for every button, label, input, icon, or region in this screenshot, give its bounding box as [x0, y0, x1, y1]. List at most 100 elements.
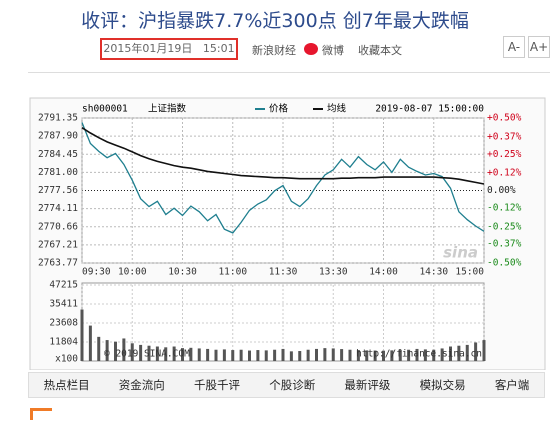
volume-bar — [139, 344, 143, 361]
volume-bar — [432, 349, 436, 361]
weibo[interactable]: 微博 — [322, 44, 344, 57]
y2-tick-label: -0.25% — [487, 221, 522, 232]
x-tick-label: 09:30 — [82, 267, 111, 278]
volume-bar — [189, 347, 193, 361]
volume-bar — [206, 348, 210, 361]
font-smaller[interactable]: A- — [503, 36, 525, 58]
price-line — [81, 122, 485, 234]
font-larger[interactable]: A+ — [528, 36, 550, 58]
volume-bar — [289, 351, 293, 361]
volume-bar — [264, 350, 268, 361]
x-tick-label: 10:30 — [168, 267, 197, 278]
y-tick-label: 2774.11 — [38, 203, 78, 214]
y-tick-label: 2767.21 — [38, 239, 78, 250]
y2-tick-label: -0.50% — [487, 258, 522, 269]
volume-bar — [172, 346, 176, 361]
volume-bar — [423, 349, 427, 361]
volume-unit: x100 — [55, 354, 78, 365]
volume-bar — [248, 350, 251, 361]
volume-bar — [331, 348, 335, 361]
chart: sh000001 上证指数 价格 均线 2019-08-07 15:00:00 2791.… — [29, 97, 546, 370]
volume-bar — [315, 348, 318, 361]
volume-bar — [122, 338, 126, 361]
nav-item[interactable]: 模拟交易 — [419, 378, 466, 392]
volume-bar — [440, 348, 444, 361]
volume-bar — [147, 345, 151, 361]
volume-bar — [474, 342, 478, 361]
y2-tick-label: +0.25% — [487, 149, 522, 160]
volume-bar — [449, 346, 452, 361]
source[interactable]: 新浪财经 — [252, 44, 296, 57]
price-line — [81, 127, 485, 185]
volume-bar — [214, 349, 218, 361]
y2-tick-label: -0.12% — [487, 202, 522, 213]
volume-bar — [373, 350, 377, 361]
volume-bar — [390, 350, 394, 361]
legend-label: 均线 — [327, 103, 347, 115]
volume-bar — [306, 349, 310, 361]
y-tick-label: 2781.00 — [38, 167, 78, 178]
y2-tick-label: +0.50% — [487, 113, 522, 124]
x-tick-label: 11:30 — [269, 267, 298, 278]
volume-bar — [114, 341, 117, 361]
y-tick-label: 2777.56 — [38, 185, 78, 196]
volume-tick-label: 11804 — [49, 336, 78, 347]
nav-item[interactable]: 个股诊断 — [269, 378, 316, 392]
volume-bar — [197, 348, 201, 361]
nav-item[interactable]: 资金流向 — [118, 378, 165, 392]
nav-item[interactable]: 客户端 — [494, 378, 530, 392]
y2-tick-label: 0.00% — [487, 185, 516, 196]
x-tick-label: 14:00 — [369, 267, 398, 278]
nav-bar: 热点栏目 资金流向 千股千评 个股诊断 最新评级 模拟交易 客户端 — [28, 372, 545, 398]
volume-bar — [356, 350, 360, 361]
favorite[interactable]: 收藏本文 — [358, 44, 402, 57]
volume-bar — [407, 349, 411, 361]
y-tick-label: 2770.66 — [38, 221, 78, 232]
volume-tick-label: 47215 — [49, 280, 78, 291]
y2-tick-label: +0.37% — [487, 131, 522, 142]
divider — [28, 72, 550, 73]
weibo-icon — [304, 43, 318, 55]
volume-bar — [382, 350, 385, 361]
legend-label: 价格 — [269, 103, 289, 115]
volume-bar — [181, 348, 184, 361]
volume-bar — [340, 349, 344, 361]
x-tick-label: 10:00 — [118, 267, 147, 278]
nav-item[interactable]: 最新评级 — [344, 378, 391, 392]
volume-bar — [323, 348, 327, 361]
y-tick-label: 2791.35 — [38, 113, 78, 124]
source-url: http://finance.sina.cn — [356, 349, 482, 360]
volume-bar — [88, 325, 92, 361]
volume-bar — [465, 344, 469, 361]
volume-bar — [97, 336, 101, 361]
volume-bar — [298, 351, 302, 361]
volume-bar — [164, 347, 168, 361]
volume-bar — [348, 349, 352, 361]
publish-date: 2015年01月19日 15:01 — [100, 38, 238, 60]
y-tick-label: 2787.90 — [38, 131, 78, 142]
timestamp: 2019-08-07 15:00:00 — [375, 104, 484, 115]
volume-bar — [365, 350, 369, 361]
volume-bar — [222, 349, 226, 361]
decoration — [30, 408, 52, 420]
x-tick-label: 14:30 — [419, 267, 448, 278]
copyright: © 2019 SINA.COM — [104, 349, 190, 360]
nav-item[interactable]: 热点栏目 — [43, 378, 90, 392]
volume-bar — [239, 349, 243, 361]
volume-tick-label: 23608 — [49, 317, 78, 328]
volume-bar — [130, 343, 134, 361]
stock-code: sh000001 — [82, 104, 128, 115]
x-tick-label: 13:30 — [319, 267, 348, 278]
article-title: 收评：沪指暴跌7.7%近300点 创7年最大跌幅 — [81, 10, 469, 32]
volume-bar — [256, 350, 260, 361]
volume-bar — [482, 340, 486, 361]
volume-bar — [231, 350, 235, 361]
y-tick-label: 2763.77 — [38, 258, 78, 269]
volume-bar — [398, 350, 402, 361]
y2-tick-label: +0.12% — [487, 168, 522, 179]
nav-item[interactable]: 千股千评 — [194, 378, 240, 392]
x-tick-label: 15:00 — [455, 267, 484, 278]
volume-bar — [155, 346, 159, 361]
volume-tick-label: 35411 — [49, 299, 78, 310]
